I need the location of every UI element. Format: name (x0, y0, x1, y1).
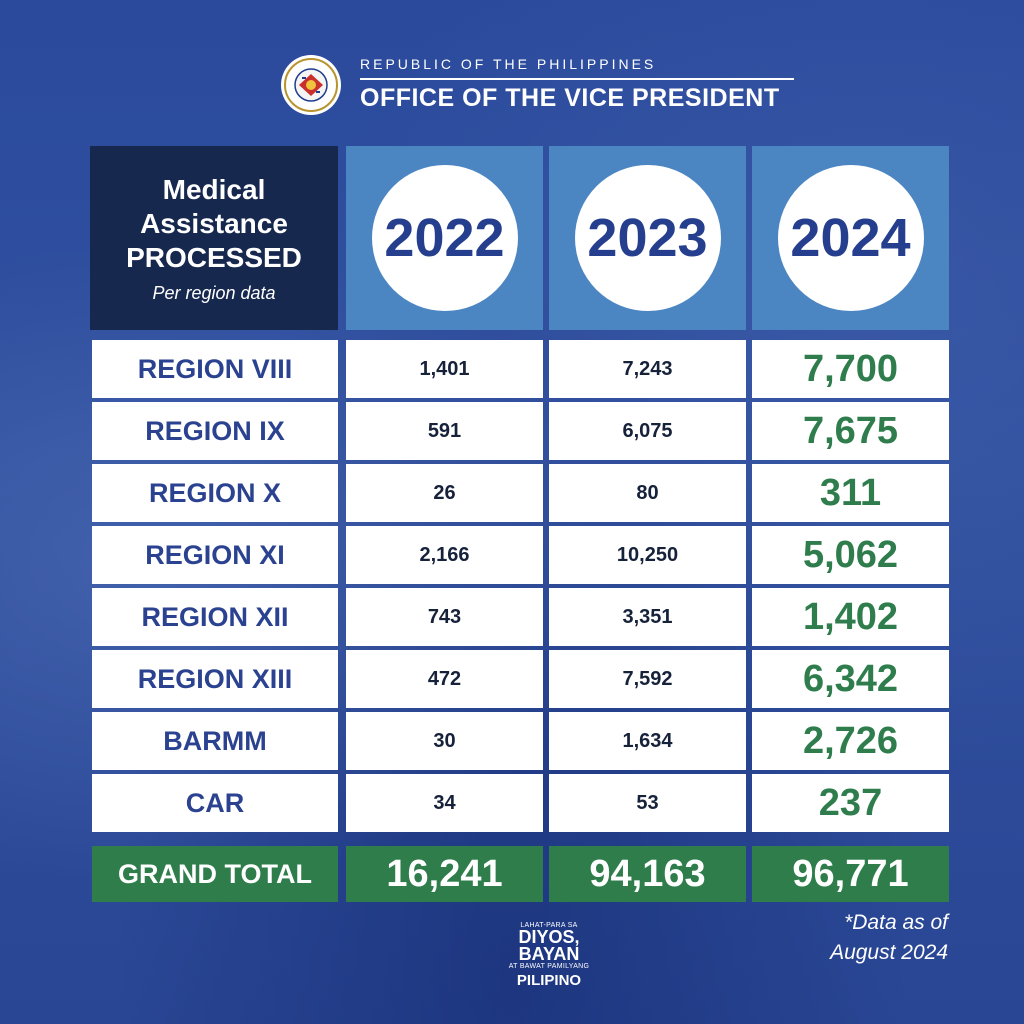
value-2024: 2,726 (802, 719, 899, 762)
value-2024: 237 (818, 781, 883, 824)
title-line3: PROCESSED (126, 241, 302, 273)
footer-logo-line2: DIYOS, (518, 927, 580, 947)
table-row-region: REGION VIII (92, 340, 338, 398)
value-2024: 5,062 (802, 533, 899, 576)
table-cell: 3,351 (549, 588, 746, 646)
region-name: REGION XI (145, 539, 285, 570)
table-cell: 53 (549, 774, 746, 832)
year-label-2023: 2023 (574, 165, 721, 311)
table-cell: 591 (346, 402, 543, 460)
table-cell: 7,675 (752, 402, 949, 460)
table-row-region: REGION IX (92, 402, 338, 460)
value-2023: 80 (636, 481, 659, 504)
value-2022: 2,166 (419, 543, 470, 566)
grand-total-label-cell: GRAND TOTAL (92, 846, 338, 902)
table-cell: 6,075 (549, 402, 746, 460)
grand-total-label: GRAND TOTAL (118, 858, 312, 889)
table-cell: 7,700 (752, 340, 949, 398)
year-label-2024: 2024 (777, 165, 924, 311)
table-cell: 7,243 (549, 340, 746, 398)
footer-logo-line1: LAHAT-PARA SA (520, 922, 578, 929)
value-2022: 34 (433, 791, 456, 814)
header: REPUBLIC OF THE PHILIPPINES OFFICE OF TH… (280, 50, 800, 120)
footer-logo-line5: PILIPINO (516, 972, 582, 989)
grand-total-2024: 96,771 (792, 852, 909, 895)
region-name: REGION X (148, 477, 282, 508)
value-2023: 3,351 (622, 605, 673, 628)
grand-total-cell: 94,163 (549, 846, 746, 902)
table-cell: 472 (346, 650, 543, 708)
table-cell: 80 (549, 464, 746, 522)
footer-logo-line4: AT BAWAT PAMILYANG (508, 963, 590, 970)
value-2024: 311 (819, 471, 882, 514)
value-2024: 1,402 (802, 595, 899, 638)
table-cell: 1,401 (346, 340, 543, 398)
data-note-line2: August 2024 (830, 941, 948, 964)
region-name: REGION IX (145, 415, 285, 446)
value-2022: 1,401 (419, 357, 470, 380)
value-2022: 743 (427, 605, 462, 628)
ovp-seal-icon (281, 55, 341, 115)
table-cell: 34 (346, 774, 543, 832)
value-2024: 7,700 (802, 347, 899, 390)
year-header-2024: 2024 (752, 146, 949, 330)
value-2023: 1,634 (622, 729, 673, 752)
region-name: BARMM (163, 725, 267, 756)
republic-text: REPUBLIC OF THE PHILIPPINES (360, 56, 657, 72)
region-name: REGION VIII (137, 353, 293, 384)
table-cell: 5,062 (752, 526, 949, 584)
value-2023: 53 (636, 791, 659, 814)
value-2024: 6,342 (802, 657, 899, 700)
year-label-2022: 2022 (371, 165, 518, 311)
data-note-line1: *Data as of (844, 911, 948, 934)
grand-total-cell: 16,241 (346, 846, 543, 902)
year-header-2022: 2022 (346, 146, 543, 330)
region-name: REGION XII (141, 601, 289, 632)
value-2023: 6,075 (622, 419, 673, 442)
footer-logo-line3: BAYAN (518, 944, 580, 964)
table-cell: 2,166 (346, 526, 543, 584)
table-cell: 10,250 (549, 526, 746, 584)
value-2024: 7,675 (802, 409, 899, 452)
table-cell: 743 (346, 588, 543, 646)
table-cell: 237 (752, 774, 949, 832)
value-2022: 30 (433, 729, 456, 752)
value-2022: 472 (427, 667, 462, 690)
footer-logo: LAHAT-PARA SA DIYOS, BAYAN AT BAWAT PAMI… (504, 922, 594, 989)
table-cell: 7,592 (549, 650, 746, 708)
grand-total-2022: 16,241 (386, 852, 503, 895)
table-row-region: BARMM (92, 712, 338, 770)
table-title-box: Medical Assistance PROCESSED Per region … (90, 146, 338, 330)
table-row-region: REGION X (92, 464, 338, 522)
table-cell: 6,342 (752, 650, 949, 708)
title-line2: Assistance (140, 207, 288, 239)
table-row-region: CAR (92, 774, 338, 832)
table-cell: 1,634 (549, 712, 746, 770)
table-row-region: REGION XI (92, 526, 338, 584)
office-title: OFFICE OF THE VICE PRESIDENT (360, 84, 780, 112)
header-divider (360, 78, 794, 80)
value-2022: 591 (427, 419, 462, 442)
year-header-2023: 2023 (549, 146, 746, 330)
data-note: *Data as of August 2024 (830, 908, 948, 968)
table-row-region: REGION XII (92, 588, 338, 646)
value-2023: 10,250 (616, 543, 679, 566)
table-cell: 26 (346, 464, 543, 522)
grand-total-2023: 94,163 (589, 852, 706, 895)
table-cell: 1,402 (752, 588, 949, 646)
value-2022: 26 (433, 481, 456, 504)
title-subtitle: Per region data (152, 282, 276, 303)
grand-total-cell: 96,771 (752, 846, 949, 902)
value-2023: 7,243 (622, 357, 673, 380)
region-name: CAR (185, 787, 245, 818)
title-line1: Medical (162, 173, 266, 205)
value-2023: 7,592 (622, 667, 673, 690)
table-cell: 311 (752, 464, 949, 522)
region-name: REGION XIII (137, 663, 293, 694)
table-cell: 30 (346, 712, 543, 770)
table-cell: 2,726 (752, 712, 949, 770)
table-row-region: REGION XIII (92, 650, 338, 708)
